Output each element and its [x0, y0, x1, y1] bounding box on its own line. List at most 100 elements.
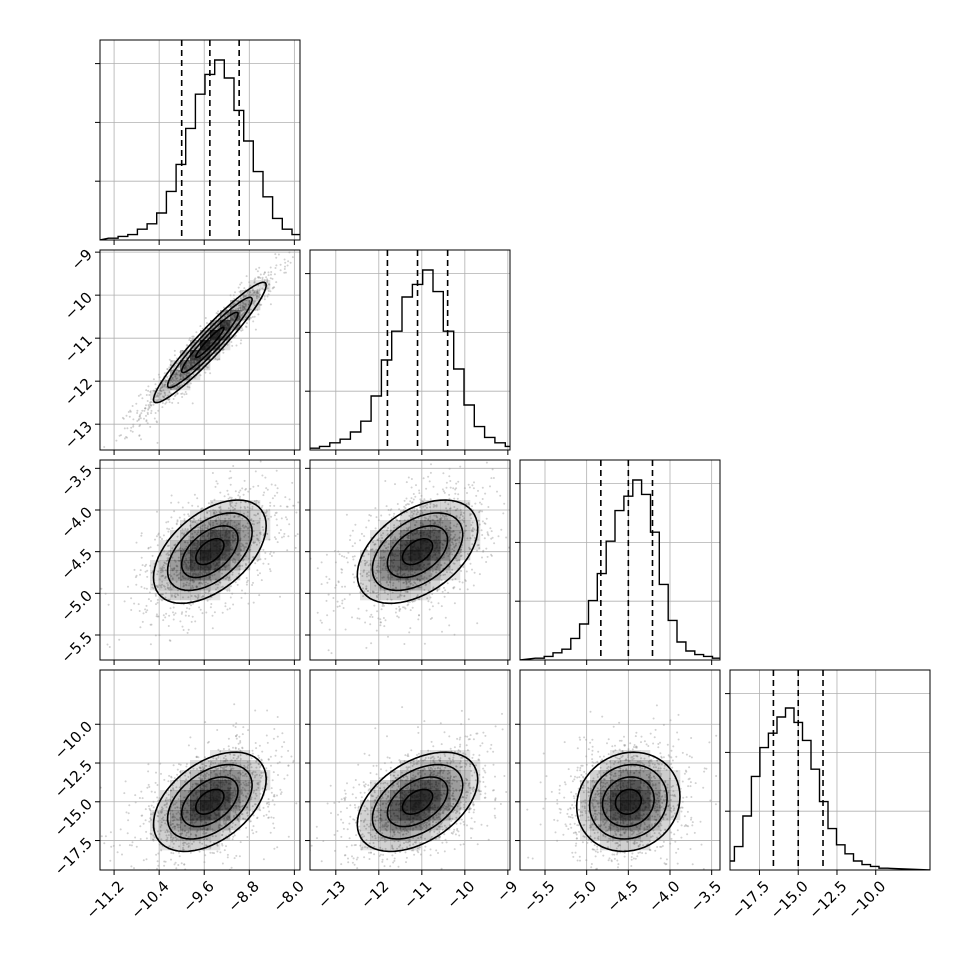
sample-point	[182, 839, 184, 842]
sample-point	[385, 547, 388, 550]
sample-point	[273, 286, 276, 289]
sample-point	[236, 583, 239, 586]
sample-point	[201, 582, 204, 585]
sample-point	[215, 351, 218, 354]
sample-point	[389, 581, 392, 584]
sample-point	[445, 528, 448, 531]
sample-point	[174, 825, 177, 828]
sample-point	[145, 389, 148, 392]
sample-point	[210, 761, 213, 764]
sample-point	[246, 506, 249, 509]
sample-point	[186, 371, 189, 374]
sample-point	[173, 816, 176, 819]
sample-point	[191, 842, 194, 845]
sample-point	[469, 514, 472, 517]
density-cell	[410, 550, 421, 561]
sample-point	[196, 596, 199, 599]
sample-point	[158, 376, 161, 379]
sample-point	[349, 539, 351, 541]
sample-point	[135, 402, 138, 405]
sample-point	[429, 596, 432, 599]
sample-point	[163, 383, 166, 386]
sample-point	[173, 568, 176, 571]
sample-point	[246, 806, 248, 809]
sample-point	[199, 608, 202, 611]
sample-point	[175, 839, 177, 842]
sample-point	[178, 851, 180, 854]
sample-point	[195, 783, 197, 785]
sample-point	[229, 769, 232, 772]
sample-point	[393, 512, 396, 515]
sample-point	[408, 601, 411, 604]
density-cell	[180, 370, 191, 381]
sample-point	[184, 547, 187, 550]
sample-point	[469, 537, 472, 539]
sample-point	[195, 878, 197, 880]
sample-point	[228, 828, 231, 830]
sample-point	[175, 523, 178, 526]
sample-point	[141, 397, 144, 400]
sample-point	[248, 294, 251, 297]
sample-point	[164, 799, 167, 802]
sample-point	[458, 559, 461, 562]
sample-point	[234, 747, 237, 750]
sample-point	[233, 516, 236, 518]
sample-point	[253, 301, 255, 304]
sample-point	[403, 606, 406, 609]
sample-point	[214, 519, 217, 522]
sample-point	[241, 308, 244, 311]
sample-point	[224, 566, 227, 569]
sample-point	[478, 547, 481, 550]
sample-point	[406, 591, 409, 594]
sample-point	[210, 603, 213, 605]
contour-line	[166, 512, 253, 592]
sample-point	[267, 271, 270, 274]
sample-point	[171, 376, 174, 379]
density-cell	[400, 560, 411, 571]
sample-point	[418, 614, 420, 617]
sample-point	[460, 511, 463, 514]
sample-point	[369, 563, 372, 565]
sample-point	[130, 426, 133, 429]
sample-point	[253, 278, 256, 281]
sample-point	[377, 593, 380, 596]
sample-point	[466, 492, 468, 494]
sample-point	[287, 535, 290, 538]
sample-point	[265, 487, 268, 490]
sample-point	[166, 586, 169, 589]
sample-point	[426, 503, 429, 506]
sample-point	[448, 624, 451, 627]
density-cell	[390, 520, 401, 531]
sample-point	[199, 526, 202, 529]
sample-point	[241, 314, 243, 317]
sample-point	[189, 524, 192, 527]
sample-point	[225, 309, 228, 312]
sample-point	[230, 304, 232, 307]
sample-point	[139, 626, 142, 629]
sample-point	[443, 515, 446, 518]
density-cell	[430, 540, 441, 551]
sample-point	[164, 798, 167, 801]
sample-point	[326, 581, 329, 584]
sample-point	[440, 564, 443, 567]
sample-point	[245, 299, 248, 301]
sample-point	[178, 832, 181, 835]
sample-point	[178, 573, 181, 576]
sample-point	[160, 390, 162, 392]
sample-point	[365, 587, 368, 590]
sample-point	[170, 575, 173, 578]
sample-point	[286, 549, 289, 552]
sample-point	[164, 575, 167, 578]
sample-point	[161, 385, 164, 388]
sample-point	[161, 817, 164, 820]
sample-point	[218, 570, 220, 573]
panel-2-0: −5.5−5.0−4.5−4.0−3.5	[58, 459, 301, 667]
sample-point	[243, 535, 246, 538]
sample-point	[155, 613, 158, 616]
sample-point	[168, 774, 171, 777]
sample-point	[164, 383, 167, 386]
sample-point	[191, 335, 194, 338]
sample-point	[171, 823, 174, 825]
sample-point	[229, 831, 232, 833]
